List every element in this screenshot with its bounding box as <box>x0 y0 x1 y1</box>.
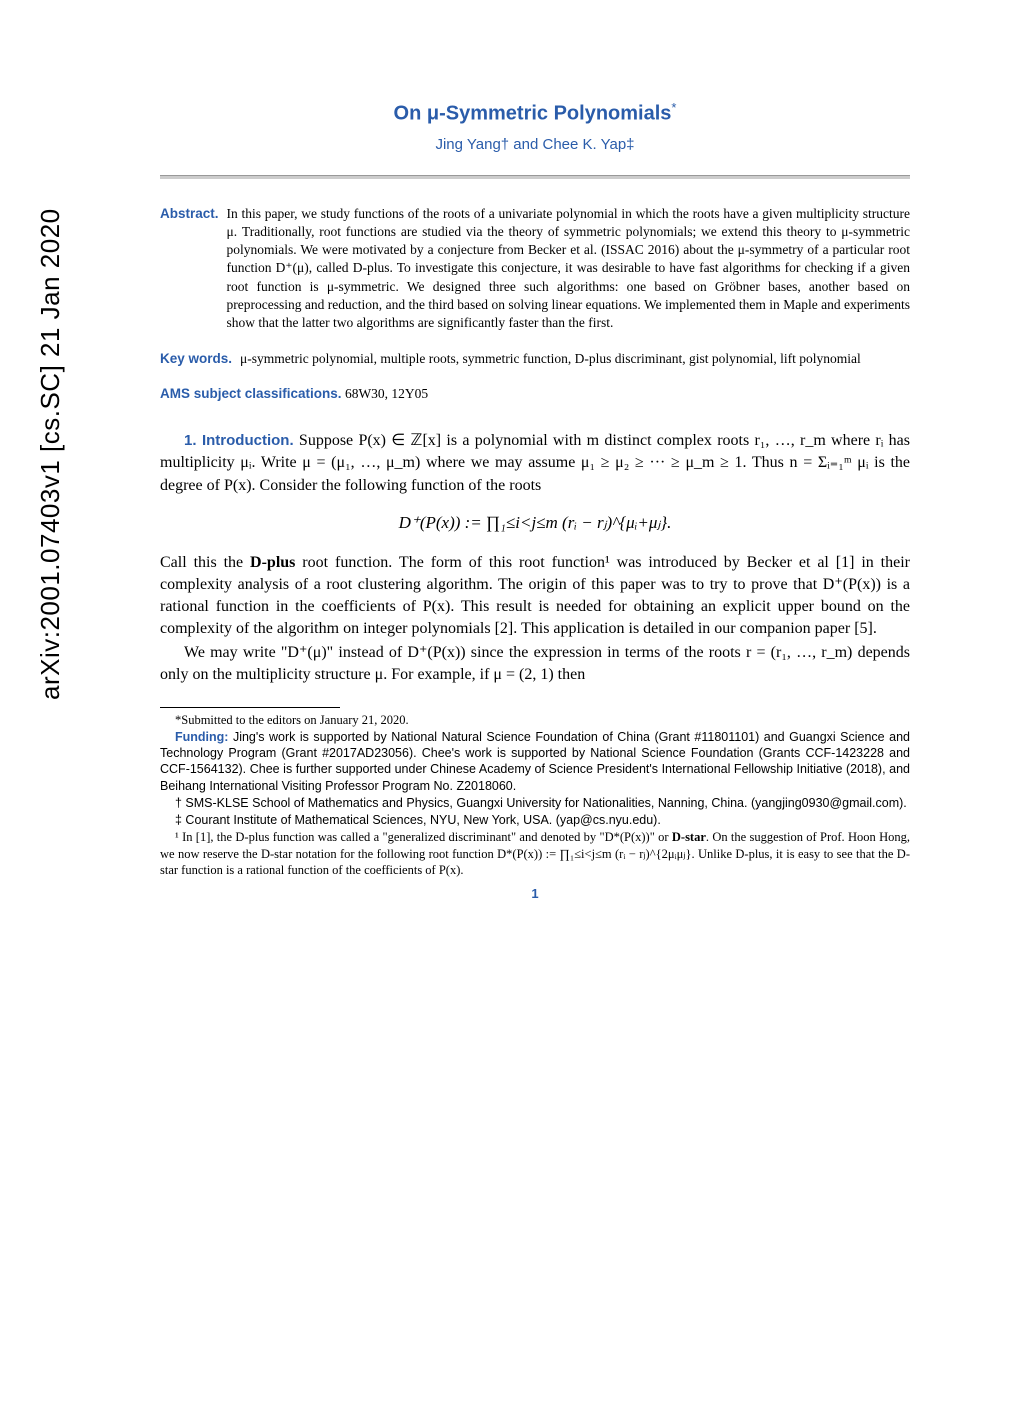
equation-dplus: D⁺(P(x)) := ∏₁≤i<j≤m (rᵢ − rⱼ)^{μᵢ+μⱼ}. <box>160 511 910 534</box>
title-footmark: * <box>671 100 676 115</box>
page: arXiv:2001.07403v1 [cs.SC] 21 Jan 2020 O… <box>0 0 1020 1403</box>
funding-text: Jing's work is supported by National Nat… <box>160 730 910 793</box>
section-1: 1. Introduction. Suppose P(x) ∈ ℤ[x] is … <box>160 430 910 686</box>
abstract-text: In this paper, we study functions of the… <box>227 205 910 333</box>
ams-text: 68W30, 12Y05 <box>345 386 428 401</box>
intro-p2a: Call this the <box>160 554 250 571</box>
ams-label: AMS subject classifications. <box>160 386 342 401</box>
title-text: On μ-Symmetric Polynomials <box>394 103 672 125</box>
arxiv-stamp: arXiv:2001.07403v1 [cs.SC] 21 Jan 2020 <box>35 208 66 700</box>
keywords-text: μ-symmetric polynomial, multiple roots, … <box>240 350 861 368</box>
footnote-1: ¹ In [1], the D-plus function was called… <box>160 829 910 878</box>
funding-label: Funding: <box>175 730 228 744</box>
abstract-label: Abstract. <box>160 205 219 333</box>
footnotes-rule <box>160 707 340 708</box>
footnote-funding: Funding: Jing's work is supported by Nat… <box>160 729 910 794</box>
keywords-block: Key words. μ-symmetric polynomial, multi… <box>160 350 910 368</box>
footnotes: *Submitted to the editors on January 21,… <box>160 712 910 879</box>
paper-title: On μ-Symmetric Polynomials* <box>160 100 910 126</box>
authors-line: Jing Yang† and Chee K. Yap‡ <box>160 136 910 153</box>
intro-p3: We may write "D⁺(μ)" instead of D⁺(P(x))… <box>160 644 910 683</box>
fn1-a: ¹ In [1], the D-plus function was called… <box>175 830 672 844</box>
abstract-block: Abstract. In this paper, we study functi… <box>160 205 910 333</box>
dplus-term: D-plus <box>250 554 295 571</box>
ams-block: AMS subject classifications. 68W30, 12Y0… <box>160 386 910 402</box>
section-1-head: 1. Introduction. <box>184 432 294 449</box>
page-number: 1 <box>160 886 910 901</box>
title-rule <box>160 175 910 179</box>
keywords-label: Key words. <box>160 350 232 368</box>
dstar-term: D-star <box>672 830 706 844</box>
footnote-star: *Submitted to the editors on January 21,… <box>160 712 910 728</box>
footnote-ddagger: ‡ Courant Institute of Mathematical Scie… <box>160 812 910 828</box>
footnote-dagger: † SMS-KLSE School of Mathematics and Phy… <box>160 795 910 811</box>
